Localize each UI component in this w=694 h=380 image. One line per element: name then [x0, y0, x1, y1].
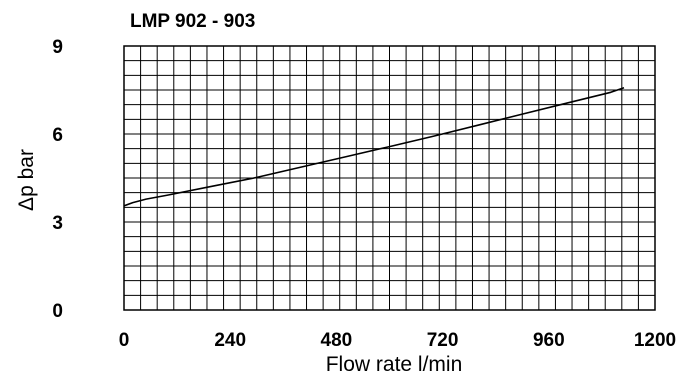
- x-tick-label: 720: [427, 330, 459, 351]
- x-tick-label: 240: [214, 330, 246, 351]
- plot-grid: [123, 45, 656, 311]
- x-axis-label: Flow rate l/min: [326, 353, 463, 376]
- y-tick-label: 6: [52, 125, 63, 146]
- tick-labels: 0 240 480 720 960 1200 0 3 6 9: [52, 37, 676, 351]
- series-line: [123, 86, 625, 207]
- x-tick-label: 960: [533, 330, 565, 351]
- y-tick-label: 9: [52, 37, 63, 58]
- y-axis-label: Δp bar: [15, 149, 38, 211]
- x-tick-label: 1200: [634, 330, 676, 351]
- x-tick-label: 0: [119, 330, 130, 351]
- x-tick-label: 480: [321, 330, 353, 351]
- plot-frame: [123, 45, 656, 311]
- y-tick-label: 3: [52, 213, 63, 234]
- series-layer: [123, 86, 625, 207]
- y-tick-label: 0: [52, 301, 63, 322]
- chart-title: LMP 902 - 903: [130, 11, 255, 32]
